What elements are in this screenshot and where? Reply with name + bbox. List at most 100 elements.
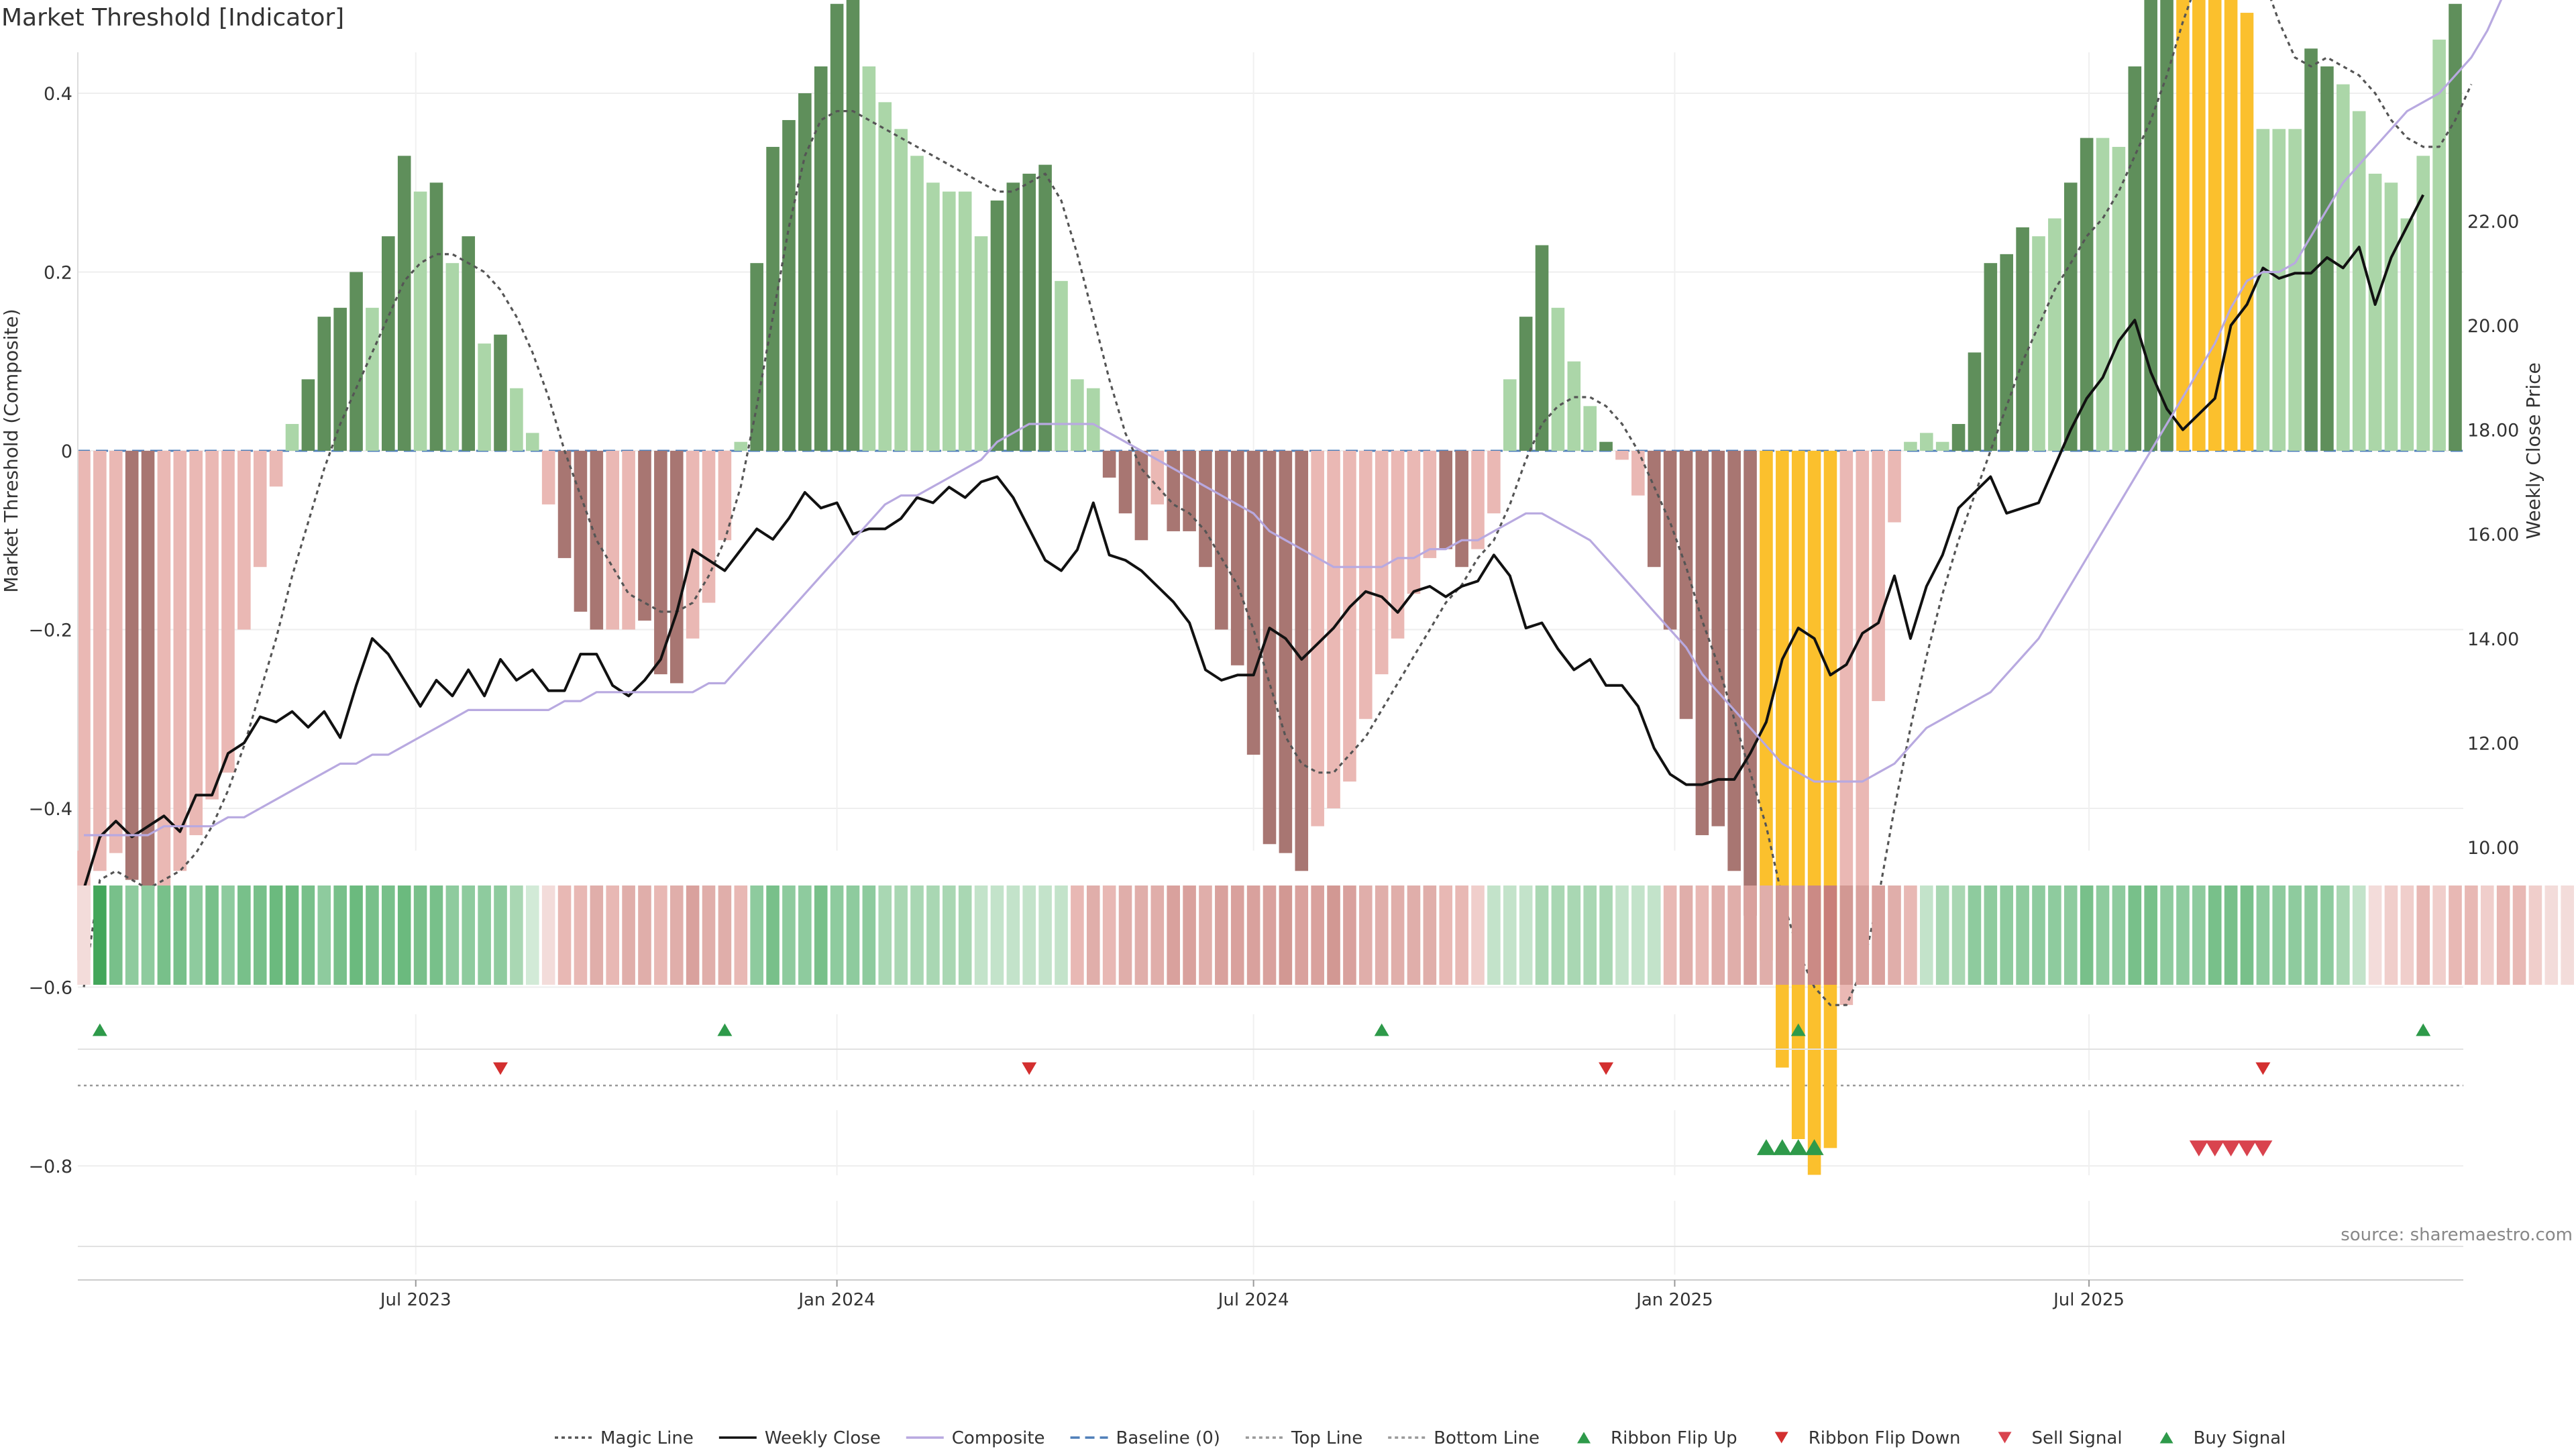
ribbon-cell xyxy=(2496,885,2510,985)
composite-bar xyxy=(2432,40,2446,451)
ribbon-cell xyxy=(1471,885,1485,985)
ribbon-cell xyxy=(237,885,251,985)
ribbon-cell xyxy=(2352,885,2366,985)
composite-bar xyxy=(2400,218,2414,451)
ribbon-cell xyxy=(301,885,315,985)
composite-bar xyxy=(1199,451,1212,568)
composite-bar xyxy=(798,93,812,451)
series-line-weekly-close xyxy=(83,194,2424,890)
composite-bar xyxy=(157,451,171,907)
composite-bar xyxy=(1968,352,1982,451)
composite-bar xyxy=(2016,227,2029,451)
composite-bar xyxy=(669,451,684,684)
ribbon-cell xyxy=(1727,885,1741,985)
composite-bar xyxy=(2240,13,2254,451)
composite-bar xyxy=(141,451,155,889)
ribbon-cell xyxy=(1167,885,1180,985)
sell-signal-marker xyxy=(2253,1140,2273,1157)
composite-bar xyxy=(1695,451,1709,835)
right-axis-label: Weekly Close Price xyxy=(2522,362,2544,539)
buy-signal-marker xyxy=(1805,1139,1824,1155)
ribbon-cell xyxy=(1695,885,1709,985)
ribbon-cell xyxy=(1215,885,1228,985)
composite-bar xyxy=(1615,451,1629,460)
ribbon-flip-down-marker xyxy=(493,1062,508,1075)
composite-bar xyxy=(366,307,379,451)
composite-bar xyxy=(1567,361,1581,451)
composite-bar xyxy=(2304,48,2318,451)
ribbon-cell xyxy=(1919,885,1933,985)
ribbon-flip-up-marker xyxy=(1790,1023,1806,1036)
ribbon-cell xyxy=(2272,885,2286,985)
composite-bar xyxy=(2272,129,2286,451)
composite-bar xyxy=(1872,451,1885,702)
legend-label: Buy Signal xyxy=(2194,1428,2286,1448)
ribbon-cell xyxy=(1599,885,1613,985)
sell-signal-marker xyxy=(2205,1140,2224,1157)
composite-bar xyxy=(2096,138,2110,451)
composite-bar xyxy=(943,191,956,451)
composite-bar xyxy=(2048,218,2061,451)
composite-bar xyxy=(1888,451,1901,523)
composite-bar xyxy=(1295,451,1309,871)
ribbon-cell xyxy=(590,885,604,985)
composite-bar xyxy=(1118,451,1132,514)
ribbon-cell xyxy=(1647,885,1661,985)
ribbon-cell xyxy=(574,885,588,985)
x-axis: Jul 2023 Jan 2024 Jul 2024 Jan 2025 Jul 2025 xyxy=(78,1279,2463,1310)
ribbon-cell xyxy=(862,885,876,985)
ribbon-cell xyxy=(494,885,507,985)
ribbon-cell xyxy=(2000,885,2014,985)
right-tick-label: 22.00 xyxy=(2467,211,2519,232)
composite-bar xyxy=(1631,451,1645,496)
series-line-magic-line xyxy=(83,0,2473,1006)
series-lines xyxy=(83,0,2503,1006)
ribbon-cell xyxy=(1519,885,1533,985)
composite-bar xyxy=(686,451,700,639)
composite-bar xyxy=(894,129,908,451)
ribbon-cell xyxy=(2240,885,2254,985)
composite-bar xyxy=(846,0,860,451)
ribbon-cell xyxy=(1055,885,1068,985)
ribbon-cell xyxy=(269,885,283,985)
left-tick-label: −0.6 xyxy=(28,978,72,999)
ribbon-cell xyxy=(1295,885,1309,985)
composite-bar xyxy=(429,182,443,451)
right-axis: 10.00 12.00 14.00 16.00 18.00 20.00 22.00 xyxy=(2467,211,2519,859)
buy-signal-marker xyxy=(1772,1139,1792,1155)
legend-label: Baseline (0) xyxy=(1116,1428,1220,1448)
ribbon-strip xyxy=(77,885,2574,985)
ribbon-cell xyxy=(2016,885,2029,985)
ribbon-cell xyxy=(317,885,331,985)
composite-bar xyxy=(2128,66,2142,451)
composite-bar xyxy=(2192,0,2206,451)
composite-bar xyxy=(1647,451,1661,568)
composite-bar xyxy=(734,441,748,451)
ribbon-flip-panel xyxy=(78,1023,2463,1075)
ribbon-cell xyxy=(1311,885,1324,985)
ribbon-cell xyxy=(1984,885,1998,985)
ribbon-cell xyxy=(397,885,411,985)
ribbon-cell xyxy=(1839,885,1854,985)
composite-bar xyxy=(750,263,763,451)
ribbon-cell xyxy=(990,885,1004,985)
composite-bar xyxy=(1519,317,1533,451)
ribbon-cell xyxy=(2048,885,2061,985)
composite-bar xyxy=(382,236,395,451)
ribbon-cell xyxy=(285,885,299,985)
composite-bar xyxy=(2080,138,2094,451)
composite-bar xyxy=(1487,451,1501,514)
sell-signal-marker xyxy=(2189,1140,2208,1157)
ribbon-cell xyxy=(462,885,476,985)
ribbon-cell xyxy=(2208,885,2222,985)
composite-bar xyxy=(1471,451,1485,549)
right-tick-label: 14.00 xyxy=(2467,629,2519,650)
ribbon-cell xyxy=(1935,885,1949,985)
ribbon-cell xyxy=(1455,885,1468,985)
composite-bar xyxy=(2256,129,2270,451)
ribbon-cell xyxy=(173,885,187,985)
ribbon-cell xyxy=(702,885,716,985)
ribbon-cell xyxy=(734,885,748,985)
ribbon-cell xyxy=(2288,885,2302,985)
composite-bar xyxy=(2449,3,2462,451)
